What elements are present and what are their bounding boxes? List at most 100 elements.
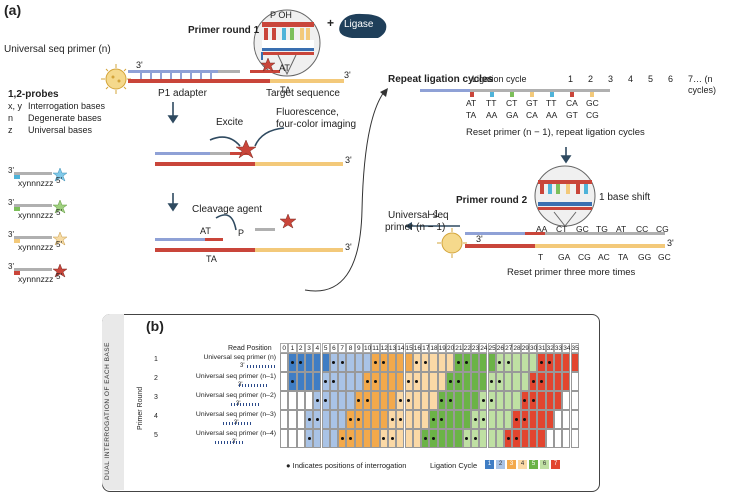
grid-cell [545, 391, 554, 410]
round2-pair-top: AT [616, 224, 627, 234]
read-position-number: 19 [437, 343, 446, 353]
panel-a-label: (a) [4, 2, 22, 18]
interrogation-dot [523, 418, 527, 421]
grid-cell [304, 353, 314, 372]
grid-cell [512, 372, 521, 391]
pair-bottom: CA [526, 110, 538, 120]
reset-primer-text: Reset primer (n − 1), repeat ligation cy… [466, 127, 645, 138]
grid-cell [304, 372, 314, 391]
probe-sequence: xynnnzzz [18, 242, 54, 252]
grid-cell [553, 353, 563, 372]
interrogation-dot [407, 380, 411, 383]
grid-cell [545, 410, 554, 429]
interrogation-dot [548, 361, 552, 364]
read-position-number: 25 [487, 343, 496, 353]
pair-bottom: GA [506, 110, 519, 120]
read-position-number: 13 [387, 343, 397, 353]
interrogation-dot [523, 399, 527, 402]
cycle-legend-swatch: 4 [518, 460, 527, 469]
grid-cell [462, 410, 471, 429]
interrogation-dot [315, 418, 319, 421]
read-position-number: 18 [429, 343, 438, 353]
primer-round-2-title: Primer round 2 [456, 195, 528, 206]
interrogation-dot [490, 399, 494, 402]
pair-top: TT [546, 98, 557, 108]
read-position-number: 26 [495, 343, 505, 353]
grid-cell [412, 410, 422, 429]
grid-cell [537, 410, 546, 429]
grid-cell [446, 353, 455, 372]
cycle-legend-swatch: 5 [529, 460, 538, 469]
four-color-label: four-color imaging [276, 119, 357, 130]
probe-sequence: xynnnzzz [18, 178, 54, 188]
probe-five-prime: 5' [56, 208, 62, 217]
grid-cell [479, 353, 488, 372]
read-position-number: 4 [313, 343, 322, 353]
read-position-number: 32 [545, 343, 554, 353]
read-position-number: 16 [412, 343, 422, 353]
interrogation-dot [315, 399, 319, 402]
grid-cell [321, 353, 330, 372]
read-position-number: 10 [363, 343, 372, 353]
round-number: 4 [154, 413, 158, 420]
primer-name: Universal seq primer (n–2) [195, 392, 276, 399]
grid-cell [470, 391, 480, 410]
grid-cell [446, 429, 455, 448]
interrogation-dot [498, 380, 502, 383]
grid-cell [379, 410, 388, 429]
grid-cell [387, 391, 397, 410]
cycle-legend-swatch: 3 [507, 460, 516, 469]
probe-five-prime: 5' [56, 240, 62, 249]
ligation-cycle-label: Ligation cycle [472, 74, 527, 84]
pair-top: GT [526, 98, 538, 108]
grid-cell [346, 391, 355, 410]
interrogation-dot [506, 437, 510, 440]
grid-cell [446, 410, 455, 429]
interrogation-dot [390, 418, 394, 421]
grid-cell [288, 429, 297, 448]
interrogation-dot [506, 361, 510, 364]
read-position-number: 23 [470, 343, 480, 353]
probe-sequence: xynnnzzz [18, 274, 54, 284]
interrogation-dot [365, 380, 369, 383]
pair-bottom: GT [566, 110, 578, 120]
repeat-arrow [304, 91, 385, 292]
pair-top: TT [486, 98, 497, 108]
interrogation-dot [349, 437, 353, 440]
grid-cell [404, 410, 413, 429]
read-position-label: Read Position [228, 345, 272, 352]
interrogation-legend: ● Indicates positions of interrogation [286, 461, 407, 470]
grid-cell [487, 429, 496, 448]
probe-five-prime: 5' [56, 176, 62, 185]
reset-three-more: Reset primer three more times [507, 267, 636, 278]
grid-cell [479, 429, 488, 448]
ligation-cycle-legend-label: Ligation Cycle [430, 461, 478, 470]
cycle-number: 1 [568, 74, 574, 84]
interrogation-dot [490, 380, 494, 383]
grid-cell [429, 391, 438, 410]
grid-cell [354, 353, 363, 372]
interrogation-dot [456, 380, 460, 383]
interrogation-dot [498, 361, 502, 364]
read-position-number: 5 [321, 343, 330, 353]
probe-legend-desc: Degenerate bases [28, 113, 102, 123]
primer-name: Universal seq primer (n–1) [195, 373, 276, 380]
grid-cell [454, 391, 463, 410]
pair-top: CT [506, 98, 518, 108]
interrogation-dot [340, 437, 344, 440]
interrogation-dot [440, 399, 444, 402]
pair-bottom: AA [546, 110, 558, 120]
interrogation-dot [357, 399, 361, 402]
round2-pair-top: CG [656, 224, 669, 234]
read-position-number: 30 [529, 343, 538, 353]
probe-legend-desc: Interrogation bases [28, 101, 106, 111]
universal-primer-label: Universal seq primer (n) [4, 44, 111, 55]
interrogation-dot [299, 361, 303, 364]
probe-glyphs [14, 167, 68, 278]
grid-cell [296, 372, 305, 391]
round2-pair-bottom: GG [638, 252, 652, 262]
grid-cell [470, 372, 480, 391]
grid-cell [379, 372, 388, 391]
interrogation-dot [465, 437, 469, 440]
grid-cell [504, 410, 513, 429]
